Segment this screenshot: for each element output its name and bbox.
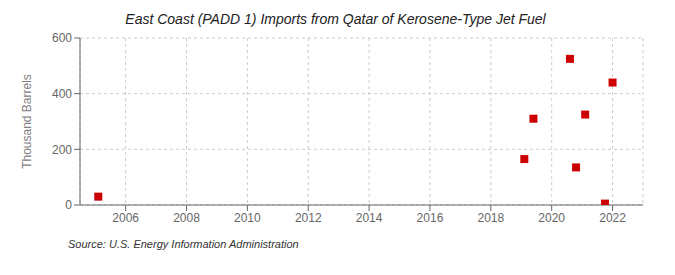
svg-text:0: 0	[65, 198, 72, 212]
svg-text:2006: 2006	[112, 211, 139, 225]
svg-text:2018: 2018	[477, 211, 504, 225]
svg-text:2014: 2014	[356, 211, 383, 225]
svg-text:2022: 2022	[599, 211, 626, 225]
svg-text:2012: 2012	[295, 211, 322, 225]
svg-text:2008: 2008	[173, 211, 200, 225]
svg-text:2016: 2016	[417, 211, 444, 225]
svg-text:Thousand Barrels: Thousand Barrels	[20, 74, 34, 169]
html-text:East Coast (PADD 1) Imports fr: East Coast (PADD 1) Imports from Qatar o…	[125, 11, 546, 27]
svg-text:2010: 2010	[234, 211, 261, 225]
svg-text:400: 400	[52, 87, 72, 101]
svg-text:200: 200	[52, 143, 72, 157]
html-text:Source: U.S. Energy Informatio: Source: U.S. Energy Information Administ…	[68, 238, 299, 250]
svg-text:2020: 2020	[538, 211, 565, 225]
svg-text:600: 600	[52, 31, 72, 45]
